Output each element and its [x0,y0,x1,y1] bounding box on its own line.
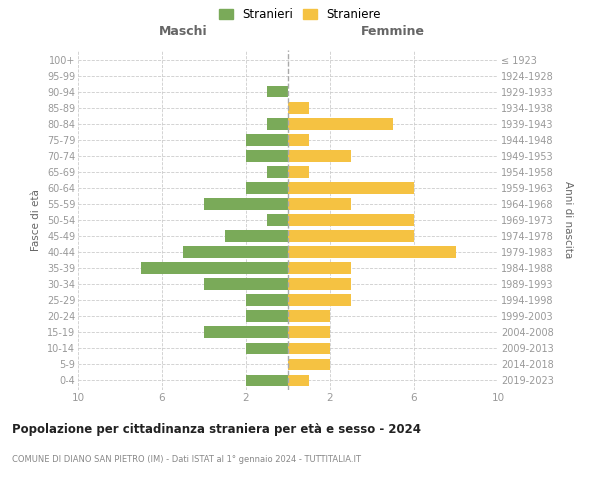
Bar [246,294,288,306]
Bar [288,310,330,322]
Bar [288,102,309,114]
Bar [141,262,288,274]
Bar [288,150,351,162]
Bar [246,150,288,162]
Bar [204,198,288,209]
Text: Maschi: Maschi [158,25,208,38]
Bar [246,182,288,194]
Bar [204,326,288,338]
Bar [288,278,351,290]
Bar [267,118,288,130]
Bar [225,230,288,242]
Text: COMUNE DI DIANO SAN PIETRO (IM) - Dati ISTAT al 1° gennaio 2024 - TUTTITALIA.IT: COMUNE DI DIANO SAN PIETRO (IM) - Dati I… [12,455,361,464]
Bar [288,118,393,130]
Bar [288,326,330,338]
Bar [288,166,309,177]
Bar [183,246,288,258]
Bar [288,246,456,258]
Bar [246,134,288,145]
Bar [267,166,288,177]
Y-axis label: Fasce di età: Fasce di età [31,189,41,251]
Bar [288,374,309,386]
Bar [288,358,330,370]
Bar [246,374,288,386]
Bar [288,342,330,354]
Text: Femmine: Femmine [361,25,425,38]
Bar [288,214,414,226]
Bar [288,198,351,209]
Bar [288,134,309,145]
Bar [204,278,288,290]
Bar [246,342,288,354]
Bar [288,182,414,194]
Bar [288,262,351,274]
Legend: Stranieri, Straniere: Stranieri, Straniere [217,6,383,24]
Bar [288,230,414,242]
Bar [288,294,351,306]
Y-axis label: Anni di nascita: Anni di nascita [563,182,573,258]
Bar [267,86,288,98]
Text: Popolazione per cittadinanza straniera per età e sesso - 2024: Popolazione per cittadinanza straniera p… [12,422,421,436]
Bar [267,214,288,226]
Bar [246,310,288,322]
